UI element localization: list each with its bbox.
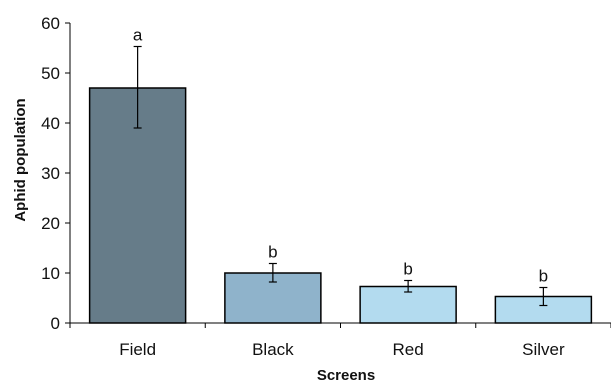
significance-letters: a b b b	[133, 26, 548, 286]
bars	[88, 87, 593, 324]
significance-letter: b	[539, 267, 548, 286]
y-tick-label: 0	[51, 314, 60, 333]
y-tick-label: 10	[41, 264, 60, 283]
x-tick-label-red: Red	[393, 340, 424, 359]
y-tick-label: 20	[41, 214, 60, 233]
x-tick-label-black: Black	[252, 340, 294, 359]
significance-letter: a	[133, 26, 143, 45]
y-axis: 0 10 20 30 40 50 60	[41, 14, 71, 333]
category-labels: Field Black Red Silver	[119, 340, 565, 359]
x-tick-label-silver: Silver	[522, 340, 565, 359]
x-tick-label-field: Field	[119, 340, 156, 359]
y-tick-label: 60	[41, 14, 60, 33]
y-tick-label: 40	[41, 114, 60, 133]
y-tick-label: 50	[41, 64, 60, 83]
y-tick-label: 30	[41, 164, 60, 183]
significance-letter: b	[268, 243, 277, 262]
bar-black	[224, 272, 322, 324]
x-axis-title: Screens	[317, 367, 375, 383]
error-bars	[133, 45, 548, 307]
y-axis-title: Aphid population	[12, 98, 29, 221]
significance-letter: b	[403, 260, 412, 279]
